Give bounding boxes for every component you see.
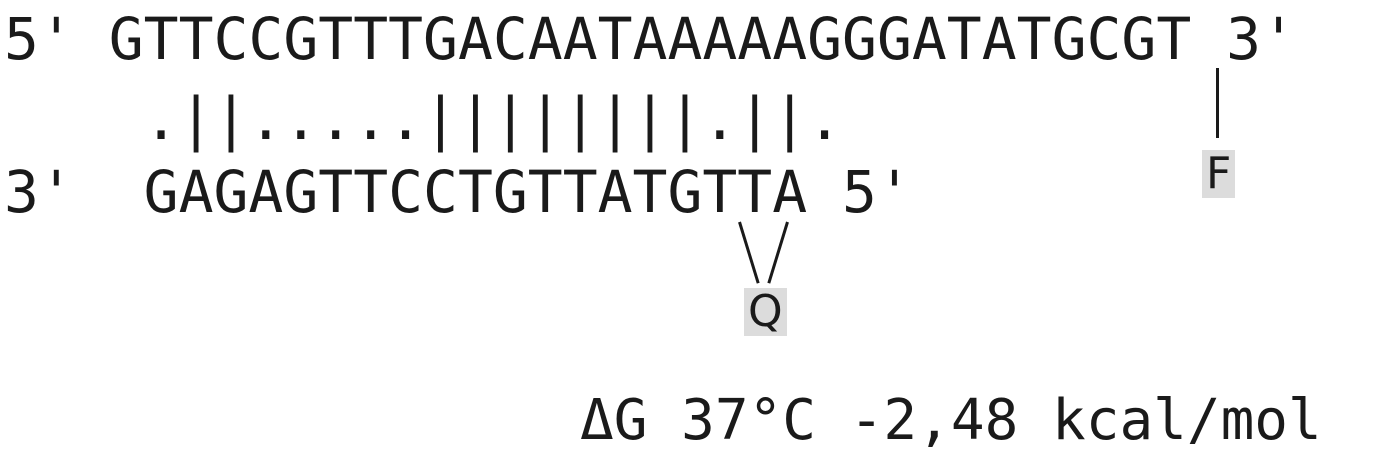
top-strand-sequence: 5' GTTCCGTTTGACAATAAAAAGGGATATGCGT 3' bbox=[4, 5, 1297, 73]
free-energy-readout: ΔG 37°C -2,48 kcal/mol bbox=[580, 388, 1322, 453]
base-pairing-line: .||.....||||||||.||. bbox=[4, 85, 843, 153]
bottom-strand-sequence: 3' GAGAGTTCCTGTTATGTTA 5' bbox=[4, 158, 912, 226]
quencher-connector-right bbox=[767, 221, 789, 284]
fluorophore-connector bbox=[1216, 68, 1219, 138]
quencher-label: Q bbox=[744, 288, 787, 336]
quencher-connector-left bbox=[738, 221, 760, 284]
fluorophore-label: F bbox=[1202, 150, 1236, 198]
